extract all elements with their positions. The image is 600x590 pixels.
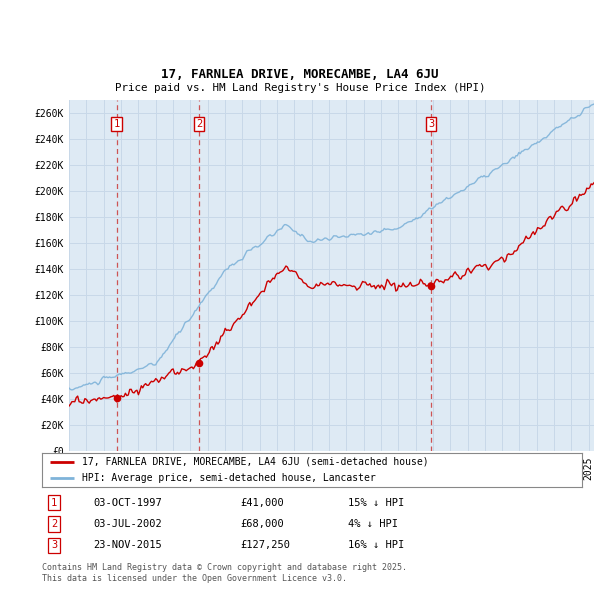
Text: 17, FARNLEA DRIVE, MORECAMBE, LA4 6JU (semi-detached house): 17, FARNLEA DRIVE, MORECAMBE, LA4 6JU (s… (83, 457, 429, 467)
Text: 1: 1 (51, 498, 57, 507)
Text: 17, FARNLEA DRIVE, MORECAMBE, LA4 6JU: 17, FARNLEA DRIVE, MORECAMBE, LA4 6JU (161, 68, 439, 81)
Text: This data is licensed under the Open Government Licence v3.0.: This data is licensed under the Open Gov… (42, 574, 347, 583)
Text: £127,250: £127,250 (240, 540, 290, 550)
Text: 3: 3 (51, 540, 57, 550)
Text: 1: 1 (113, 119, 120, 129)
Text: 2: 2 (51, 519, 57, 529)
Text: Contains HM Land Registry data © Crown copyright and database right 2025.: Contains HM Land Registry data © Crown c… (42, 563, 407, 572)
Text: 2: 2 (196, 119, 202, 129)
Text: 16% ↓ HPI: 16% ↓ HPI (348, 540, 404, 550)
Text: 4% ↓ HPI: 4% ↓ HPI (348, 519, 398, 529)
Text: £68,000: £68,000 (240, 519, 284, 529)
Text: HPI: Average price, semi-detached house, Lancaster: HPI: Average price, semi-detached house,… (83, 473, 376, 483)
Text: 03-JUL-2002: 03-JUL-2002 (93, 519, 162, 529)
Text: £41,000: £41,000 (240, 498, 284, 507)
Text: 03-OCT-1997: 03-OCT-1997 (93, 498, 162, 507)
Text: 3: 3 (428, 119, 434, 129)
Text: Price paid vs. HM Land Registry's House Price Index (HPI): Price paid vs. HM Land Registry's House … (115, 83, 485, 93)
Text: 23-NOV-2015: 23-NOV-2015 (93, 540, 162, 550)
Text: 15% ↓ HPI: 15% ↓ HPI (348, 498, 404, 507)
